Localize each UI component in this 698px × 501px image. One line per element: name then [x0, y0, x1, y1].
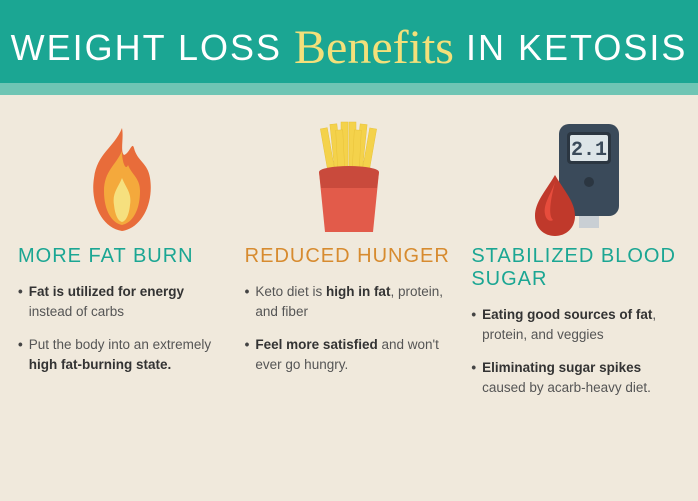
meter-icon: 2.1	[471, 115, 680, 245]
bullet: Eliminating sugar spikes caused by acarb…	[471, 358, 680, 397]
heading-fat-burn: More Fat Burn	[18, 245, 227, 268]
page-title: Weight Loss Benefits in Ketosis	[11, 20, 688, 75]
bullet: Keto diet is high in fat, protein, and f…	[245, 282, 454, 321]
heading-hunger: Reduced Hunger	[245, 245, 454, 268]
heading-blood-sugar: Stabilized Blood Sugar	[471, 245, 680, 291]
title-post: in Ketosis	[466, 27, 687, 69]
title-script: Benefits	[294, 20, 454, 75]
header-banner: Weight Loss Benefits in Ketosis	[0, 0, 698, 95]
columns-container: More Fat Burn Fat is utilized for energy…	[0, 95, 698, 411]
flame-icon	[18, 115, 227, 245]
title-pre: Weight Loss	[11, 27, 282, 69]
bullet: Feel more satisfied and won't ever go hu…	[245, 335, 454, 374]
bullet: Eating good sources of fat, protein, and…	[471, 305, 680, 344]
bullet: Put the body into an extremely high fat-…	[18, 335, 227, 374]
svg-text:2.1: 2.1	[571, 139, 607, 162]
fries-icon	[245, 115, 454, 245]
column-fat-burn: More Fat Burn Fat is utilized for energy…	[18, 115, 227, 411]
column-hunger: Reduced Hunger Keto diet is high in fat,…	[245, 115, 454, 411]
bullet: Fat is utilized for energy instead of ca…	[18, 282, 227, 321]
header-accent-bar	[0, 83, 698, 95]
column-blood-sugar: 2.1 Stabilized Blood Sugar Eating good s…	[471, 115, 680, 411]
